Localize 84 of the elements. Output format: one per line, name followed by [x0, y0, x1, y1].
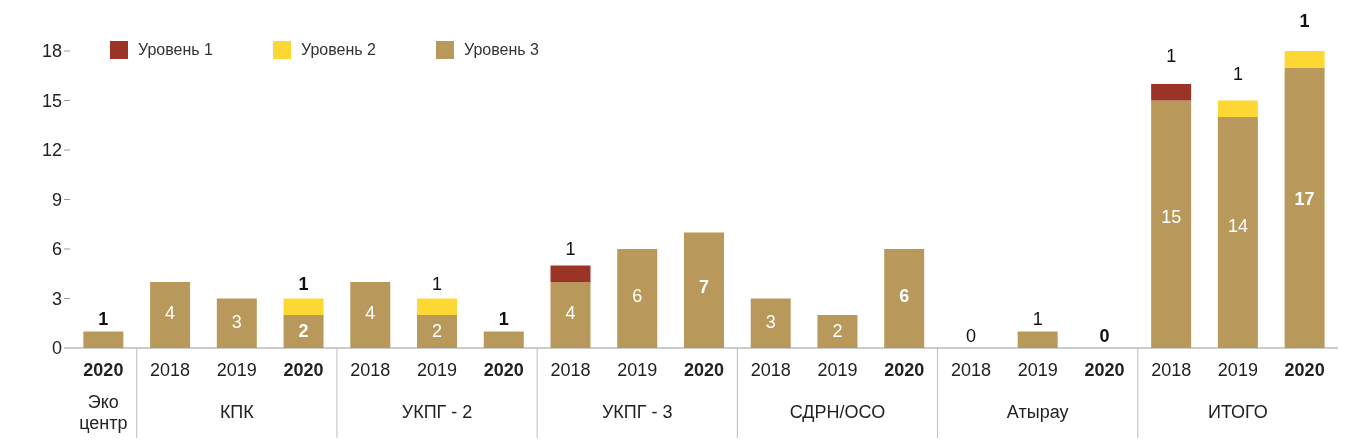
data-label: 4 [565, 303, 576, 323]
x-tick-label: 2019 [216, 360, 257, 380]
data-label: 4 [165, 303, 176, 323]
legend-label: Уровень 2 [300, 41, 376, 59]
y-tick-label: 6 [51, 239, 62, 260]
x-tick-label: 2018 [350, 360, 391, 380]
bar [1217, 100, 1258, 117]
x-tick-label: 2019 [817, 360, 858, 380]
data-label: 0 [965, 326, 976, 346]
x-tick-label: 2019 [417, 360, 458, 380]
bar [617, 249, 658, 348]
data-label: 15 [1161, 206, 1182, 227]
y-tick-label: 0 [51, 338, 62, 359]
y-tick-label: 12 [41, 140, 62, 161]
x-tick-label: 2018 [150, 360, 191, 380]
x-tick-label: 2019 [617, 360, 658, 380]
data-label: 4 [365, 303, 376, 323]
text: Атырау [1006, 402, 1069, 422]
text: СДРН/ОСО [789, 402, 886, 422]
y-tick-label: 15 [41, 90, 62, 111]
data-label: 1 [1299, 11, 1310, 31]
x-tick-label: 2019 [1017, 360, 1058, 380]
bar [417, 315, 458, 348]
bar [283, 298, 324, 315]
bar [350, 282, 391, 348]
x-tick-label: 2018 [750, 360, 791, 380]
data-label: 2 [832, 320, 843, 341]
bar [1284, 51, 1325, 68]
bar [884, 249, 925, 348]
bar [1151, 84, 1192, 101]
x-tick-label: 2018 [1151, 360, 1192, 380]
data-label: 1 [1032, 308, 1043, 329]
bar [83, 331, 124, 348]
data-label: 1 [432, 273, 443, 294]
data-label: 1 [1166, 46, 1177, 66]
data-label: 1 [98, 308, 109, 329]
data-label: 14 [1227, 215, 1248, 236]
bar [1151, 100, 1192, 348]
data-label: 6 [899, 285, 910, 306]
data-label: 1 [298, 273, 309, 294]
bar [1217, 117, 1258, 348]
data-label: 3 [765, 311, 776, 332]
bar [283, 315, 324, 348]
x-tick-label: 2020 [1084, 360, 1125, 380]
text: ИТОГО [1207, 402, 1268, 422]
x-tick-label: 2020 [283, 360, 324, 380]
data-label: 17 [1294, 189, 1315, 210]
bar [1017, 331, 1058, 348]
data-label: 1 [1232, 63, 1243, 84]
bar [750, 298, 791, 348]
y-tick-label: 18 [41, 41, 62, 62]
data-label: 2 [298, 320, 309, 341]
bar [216, 298, 257, 348]
x-tick-label: 2018 [950, 360, 991, 380]
x-tick-label: 2020 [1284, 360, 1325, 380]
x-tick-label: 2020 [83, 360, 124, 380]
bar [550, 282, 591, 348]
bar [550, 265, 591, 282]
text: УКПГ - 2 [401, 402, 473, 422]
bar [483, 331, 524, 348]
y-tick-label: 9 [51, 189, 62, 210]
y-tick-label: 3 [51, 288, 62, 309]
legend-label: Уровень 1 [138, 41, 213, 59]
bar [817, 315, 858, 348]
text: КПК [219, 402, 255, 422]
text: Эко центр [79, 392, 128, 433]
data-label: 1 [498, 308, 509, 329]
data-label: 7 [698, 276, 710, 297]
bar [683, 232, 724, 348]
x-tick-label: 2020 [483, 360, 524, 380]
text: УКПГ - 3 [601, 402, 673, 422]
legend-label: Уровень 3 [463, 41, 539, 59]
x-tick-label: 2020 [884, 360, 925, 380]
bar [150, 282, 191, 348]
x-tick-label: 2019 [1217, 360, 1258, 380]
data-label: 3 [231, 311, 242, 332]
bar [417, 298, 458, 315]
bar [1284, 67, 1325, 348]
data-label: 1 [565, 238, 576, 259]
data-label: 0 [1099, 326, 1110, 346]
x-tick-label: 2018 [550, 360, 591, 380]
x-tick-label: 2020 [683, 360, 725, 380]
data-label: 2 [432, 320, 443, 341]
data-label: 6 [632, 285, 643, 306]
